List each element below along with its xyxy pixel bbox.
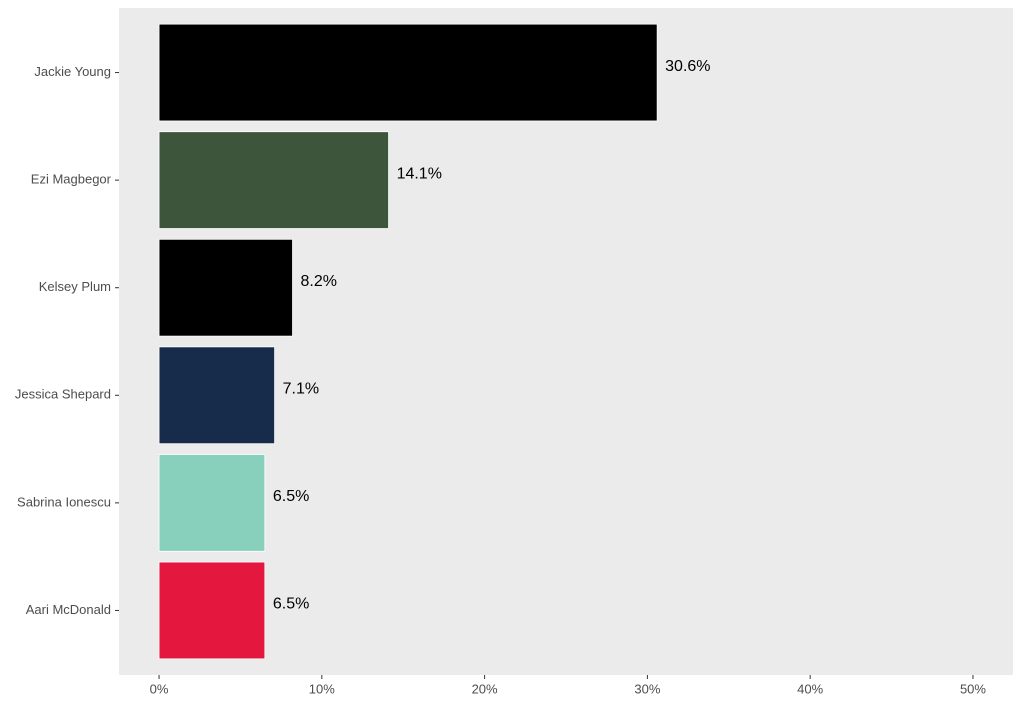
bar xyxy=(158,561,266,660)
x-tick-label: 20% xyxy=(472,681,498,696)
value-label: 30.6% xyxy=(665,58,710,75)
y-tick-label: Kelsey Plum xyxy=(39,279,111,294)
value-label: 8.2% xyxy=(301,273,337,290)
x-tick-label: 40% xyxy=(797,681,823,696)
bar xyxy=(158,454,266,552)
value-label: 14.1% xyxy=(397,165,442,182)
y-tick-label: Ezi Magbegor xyxy=(31,172,112,187)
x-tick-label: 10% xyxy=(309,681,335,696)
x-tick-label: 0% xyxy=(150,681,169,696)
y-tick-label: Jessica Shepard xyxy=(15,387,111,402)
value-label: 6.5% xyxy=(273,488,309,505)
x-tick-label: 50% xyxy=(960,681,986,696)
bar xyxy=(158,23,658,122)
bar xyxy=(158,238,293,337)
bar xyxy=(158,131,389,229)
y-tick-label: Jackie Young xyxy=(34,64,111,79)
y-tick-label: Sabrina Ionescu xyxy=(17,494,111,509)
x-tick-label: 30% xyxy=(634,681,660,696)
y-tick-label: Aari McDonald xyxy=(26,602,111,617)
value-label: 7.1% xyxy=(283,381,319,398)
bar xyxy=(158,346,276,445)
value-label: 6.5% xyxy=(273,596,309,613)
